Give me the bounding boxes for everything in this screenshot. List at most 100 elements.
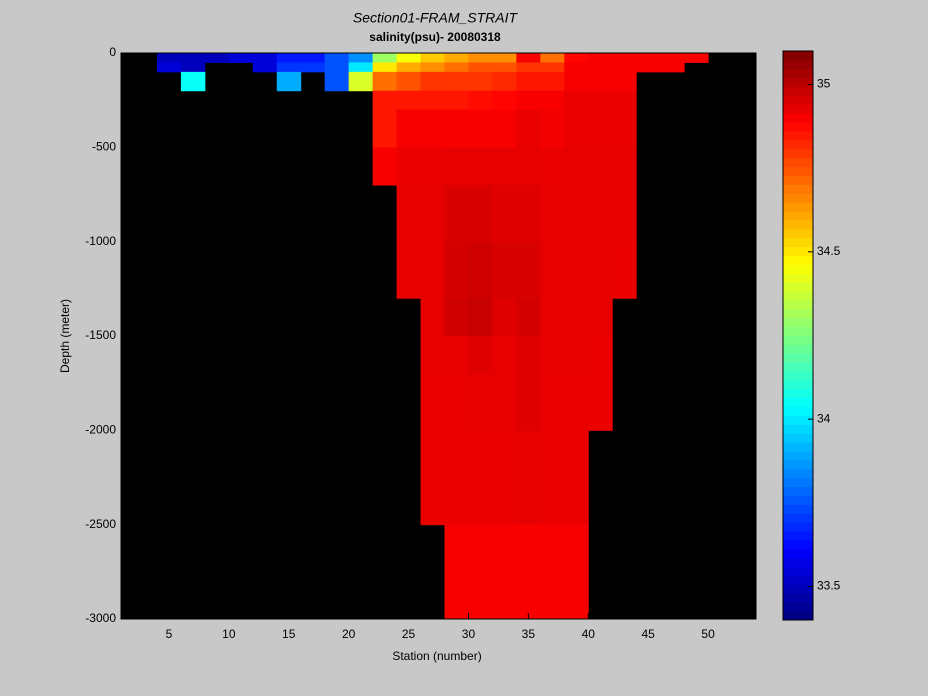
cell [468, 147, 493, 186]
cell [564, 430, 589, 526]
colorbar-step [783, 211, 813, 221]
cell [516, 185, 541, 243]
cell [420, 109, 445, 148]
cell [588, 373, 613, 431]
cell [564, 62, 589, 73]
colorbar-step [783, 388, 813, 399]
cell [468, 336, 493, 375]
cell [516, 298, 541, 337]
x-axis-label: Station (number) [392, 649, 481, 663]
cell [348, 62, 374, 73]
colorbar-step [783, 51, 813, 61]
colorbar-step [783, 246, 813, 256]
cell [444, 53, 469, 63]
colorbar-step [783, 255, 813, 265]
cell [660, 53, 685, 63]
cell [444, 185, 469, 243]
y-tick-label: -500 [92, 140, 116, 154]
colorbar-step [783, 415, 813, 425]
x-tick-label: 10 [222, 627, 236, 641]
cell [324, 71, 350, 92]
cell [588, 298, 613, 337]
cell [396, 185, 422, 243]
colorbar-step [783, 113, 813, 123]
cell [252, 53, 278, 63]
colorbar-step [783, 273, 813, 283]
x-tick-label: 40 [582, 627, 596, 641]
y-tick-label: 0 [109, 45, 116, 59]
colorbar-step [783, 557, 813, 568]
cell [468, 524, 493, 620]
colorbar-step [783, 86, 813, 96]
x-tick-label: 35 [522, 627, 536, 641]
colorbar-step [783, 406, 813, 417]
cell [372, 62, 398, 73]
cell [180, 62, 206, 73]
cell [516, 90, 541, 111]
cell [372, 147, 398, 186]
colorbar-step [783, 193, 813, 203]
cell [372, 71, 398, 92]
cell [564, 109, 589, 148]
cell [492, 298, 517, 337]
cell [540, 62, 565, 73]
cell [444, 109, 469, 148]
colorbar-step [783, 291, 813, 301]
cell [492, 336, 517, 375]
cell [588, 336, 613, 375]
colorbar-step [783, 95, 813, 105]
cell [492, 241, 517, 299]
cell [492, 373, 517, 431]
cell [324, 53, 350, 63]
colorbar-step [783, 424, 813, 434]
colorbar-step [783, 139, 813, 150]
cell [588, 147, 613, 186]
colorbar-step [783, 131, 813, 141]
cell [516, 109, 541, 148]
colorbar-step [783, 175, 813, 185]
cell [516, 147, 541, 186]
colorbar-step [783, 308, 813, 319]
colorbar-step [783, 317, 813, 328]
colorbar-step [783, 59, 813, 70]
y-tick-label: -1000 [85, 234, 116, 248]
x-tick-label: 45 [641, 627, 655, 641]
cell [564, 336, 589, 375]
cell [516, 336, 541, 375]
cell [444, 147, 469, 186]
colorbar-step [783, 611, 813, 621]
cell [468, 185, 493, 243]
cell [420, 90, 445, 111]
cell [612, 90, 637, 111]
cell [396, 109, 422, 148]
cell [396, 147, 422, 186]
cell [444, 71, 469, 92]
x-tick-label: 50 [701, 627, 715, 641]
cell [540, 524, 565, 620]
cell [492, 430, 517, 526]
colorbar-step [783, 539, 813, 550]
colorbar-step [783, 353, 813, 363]
cell [564, 241, 589, 299]
cell [540, 430, 565, 526]
cell [276, 62, 302, 73]
cell [492, 53, 517, 63]
cell [468, 53, 493, 63]
cell [612, 241, 637, 299]
colorbar-step [783, 451, 813, 461]
colorbar-step [783, 104, 813, 114]
colorbar-step [783, 299, 813, 310]
cell [564, 373, 589, 431]
cell [612, 109, 637, 148]
cell [444, 373, 469, 431]
y-axis-label: Depth (meter) [58, 299, 72, 373]
colorbar-step [783, 237, 813, 248]
cell [444, 430, 469, 526]
cell [540, 185, 565, 243]
cell [516, 62, 541, 73]
cell [396, 71, 422, 92]
colorbar-step [783, 264, 813, 274]
colorbar-step [783, 442, 813, 452]
colorbar-step [783, 184, 813, 194]
